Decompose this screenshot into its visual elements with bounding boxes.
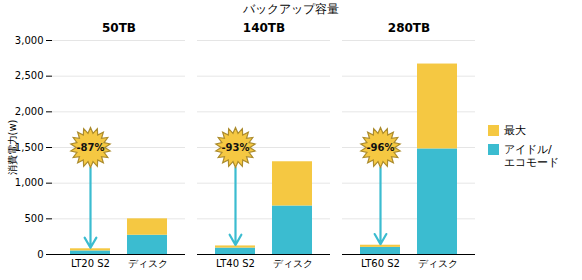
svg-text:消費電力(w): 消費電力(w) — [7, 119, 18, 175]
html-text:最大: 最大 — [504, 123, 526, 137]
svg-text:50TB: 50TB — [102, 21, 136, 35]
svg-text:280TB: 280TB — [388, 21, 430, 35]
svg-text:LT60 S2: LT60 S2 — [361, 258, 400, 269]
html-text:アイドル/ エコモード: アイドル/ エコモード — [504, 142, 559, 169]
svg-text:-87%: -87% — [76, 142, 104, 153]
svg-text:2,500: 2,500 — [15, 70, 44, 81]
svg-text:0: 0 — [37, 249, 43, 260]
svg-text:-93%: -93% — [221, 142, 249, 153]
svg-text:ディスク: ディスク — [418, 258, 458, 269]
svg-text:2,000: 2,000 — [15, 106, 44, 117]
svg-text:-96%: -96% — [366, 142, 394, 153]
svg-text:LT20 S2: LT20 S2 — [71, 258, 110, 269]
svg-text:3,000: 3,000 — [15, 35, 44, 46]
svg-text:500: 500 — [24, 213, 43, 224]
svg-text:ディスク: ディスク — [273, 258, 313, 269]
html-text:バックアップ容量: バックアップ容量 — [243, 2, 339, 16]
svg-text:140TB: 140TB — [243, 21, 285, 35]
svg-text:1,000: 1,000 — [15, 177, 44, 188]
svg-text:1,500: 1,500 — [15, 142, 44, 153]
svg-text:LT40 S2: LT40 S2 — [216, 258, 255, 269]
svg-text:ディスク: ディスク — [128, 258, 168, 269]
